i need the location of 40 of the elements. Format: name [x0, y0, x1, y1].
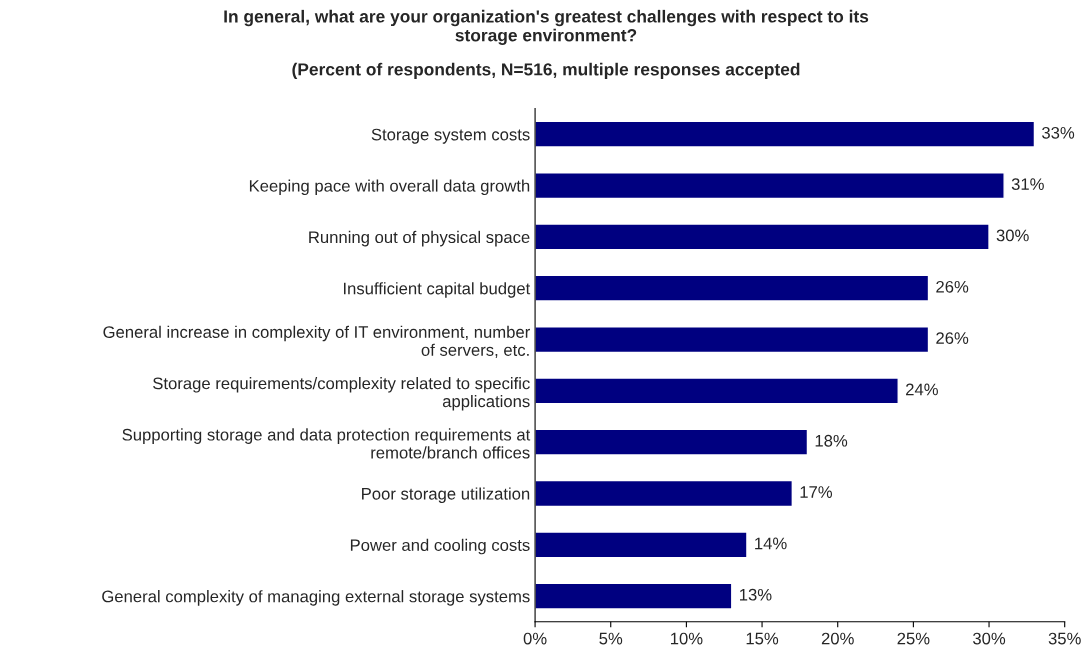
x-tick-label: 35% — [1048, 632, 1081, 645]
x-tick-label: 0% — [523, 632, 547, 645]
x-tick-label: 25% — [897, 632, 930, 645]
y-tick-label: Storage requirements/complexity related to specific applications — [153, 377, 530, 411]
bar — [535, 531, 748, 559]
data-label: 17% — [800, 486, 833, 498]
y-tick-label: Poor storage utilization — [362, 487, 530, 503]
bar — [535, 274, 930, 302]
x-tick-label: 30% — [973, 632, 1006, 645]
x-tick-label: 20% — [821, 632, 854, 645]
y-tick-label: Supporting storage and data protection requirements at remote/branch offices — [122, 428, 531, 459]
chart-subtitle: (Percent of respondents, N=516, multiple responses accepted — [292, 62, 800, 79]
y-tick-label: General complexity of managing external storage systems — [102, 590, 530, 606]
y-tick-label: Keeping pace with overall data growth — [249, 179, 530, 196]
data-label: 24% — [906, 383, 938, 396]
data-label: 13% — [740, 588, 772, 601]
y-tick-label: Storage system costs — [371, 128, 530, 144]
y-tick-label: Running out of physical space — [309, 230, 530, 247]
x-tick-label: 15% — [746, 632, 779, 645]
y-tick-label: Power and cooling costs — [350, 538, 530, 555]
data-label: 30% — [996, 229, 1029, 242]
bar — [535, 377, 899, 405]
x-tick-label: 10% — [670, 632, 703, 645]
y-tick-label: Insufficient capital budget — [343, 282, 531, 298]
bar — [535, 479, 794, 508]
data-label: 26% — [936, 280, 969, 293]
x-tick-label: 5% — [599, 632, 623, 645]
bar — [535, 428, 809, 456]
data-label: 26% — [936, 332, 969, 344]
bar — [535, 120, 1036, 148]
data-label: 33% — [1042, 126, 1075, 139]
chart-title: In general, what are your organization's greatest challenges with respect to its storage environment? — [224, 9, 869, 45]
data-label: 31% — [1011, 178, 1044, 191]
bar — [535, 172, 1005, 200]
bar — [535, 582, 733, 610]
bar — [535, 326, 930, 354]
bar — [535, 223, 990, 251]
data-label: 18% — [815, 434, 848, 447]
y-tick-label: General increase in complexity of IT environment, number of servers, etc. — [103, 325, 530, 358]
data-label: 14% — [755, 537, 787, 550]
